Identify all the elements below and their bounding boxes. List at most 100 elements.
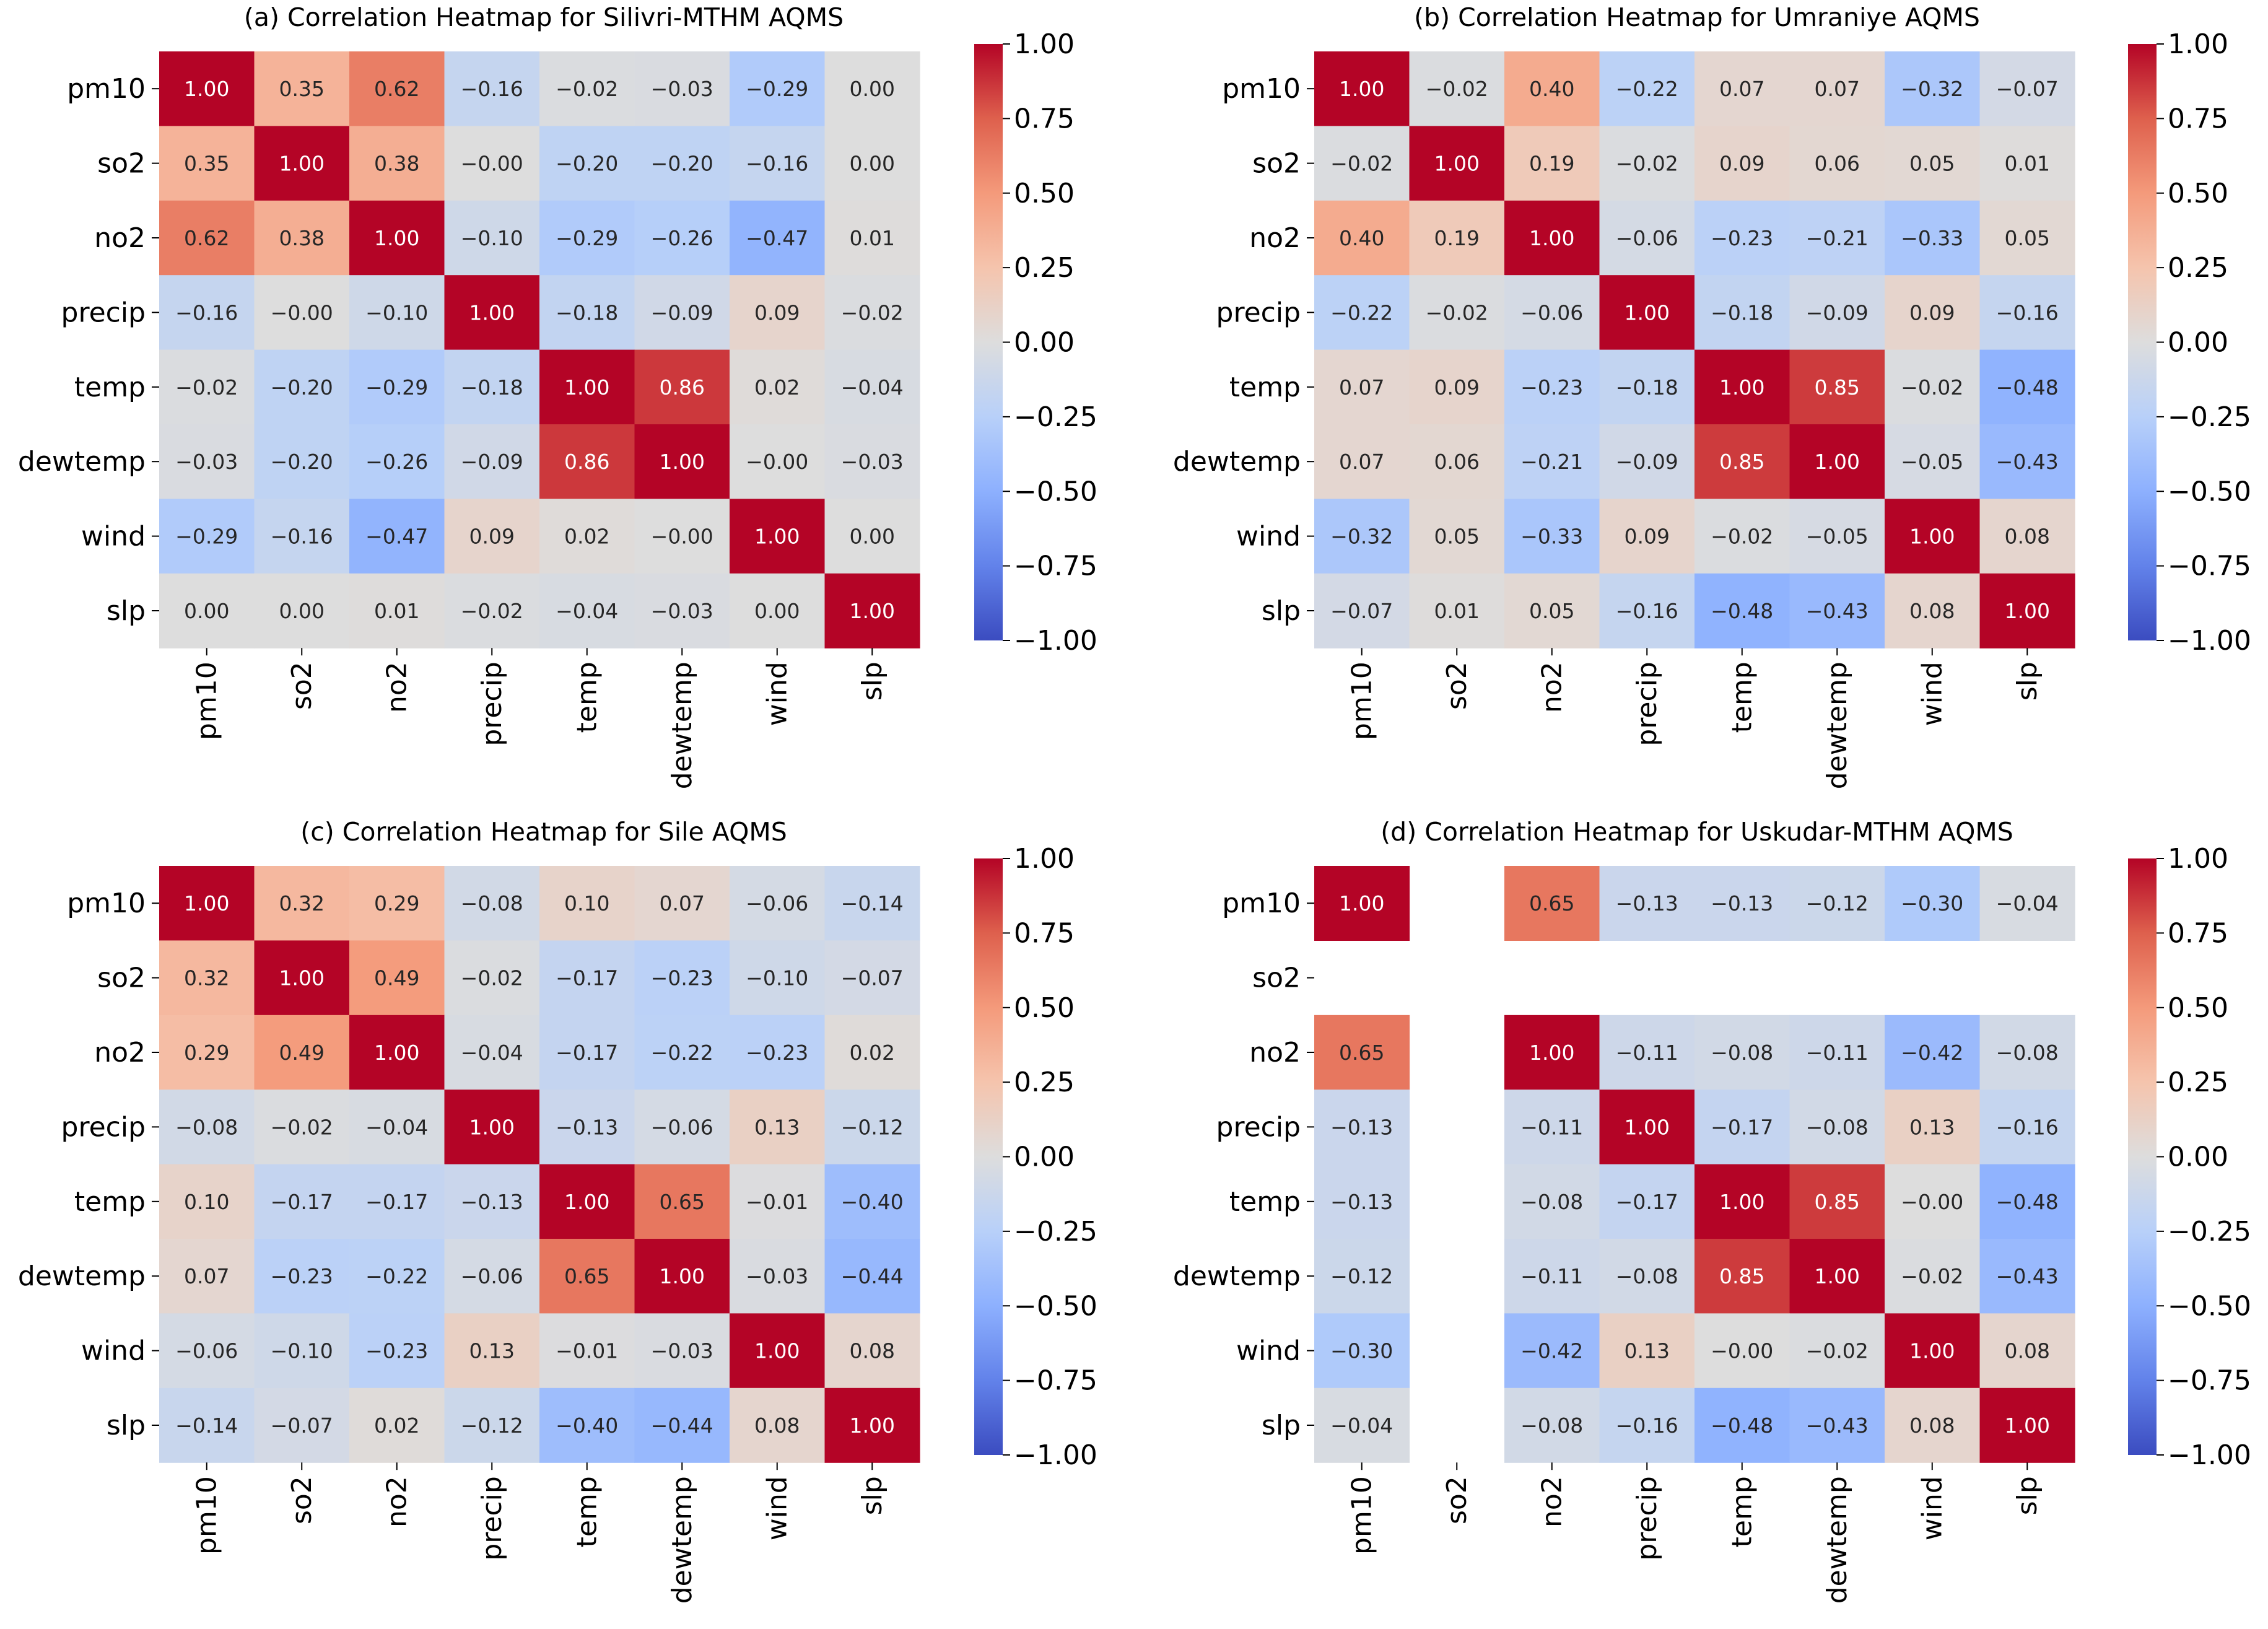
cell-value-label: 1.00 bbox=[1815, 1264, 1860, 1288]
cell-value-label: −0.00 bbox=[1711, 1339, 1773, 1363]
heatmap-cell bbox=[254, 1090, 350, 1165]
heatmap-cell bbox=[254, 866, 350, 941]
cell-value-label: −0.29 bbox=[365, 375, 428, 400]
cell-value-label: 1.00 bbox=[754, 525, 800, 549]
x-tick-label: precip bbox=[1631, 1476, 1663, 1560]
cell-value-label: 1.00 bbox=[660, 450, 705, 474]
heatmap-cell bbox=[1314, 1090, 1410, 1165]
heatmap-cell bbox=[634, 349, 730, 425]
heatmap-cell bbox=[1789, 200, 1885, 276]
heatmap-cell bbox=[1885, 1239, 1981, 1314]
cell-value-label: −0.05 bbox=[1901, 450, 1963, 474]
heatmap-cell bbox=[1789, 275, 1885, 351]
cell-value-label: −0.05 bbox=[1806, 525, 1869, 549]
heatmap-cell bbox=[824, 1387, 920, 1463]
heatmap-cell bbox=[444, 424, 540, 499]
colorbar-tick-label: −0.50 bbox=[2168, 1290, 2251, 1322]
heatmap-cell bbox=[1314, 866, 1410, 941]
heatmap-cell bbox=[824, 349, 920, 425]
heatmap-cell bbox=[444, 499, 540, 574]
y-tick-label: pm10 bbox=[67, 888, 146, 919]
heatmap-cell bbox=[159, 200, 255, 276]
cell-value-label: 1.00 bbox=[1434, 152, 1480, 176]
heatmap-cell bbox=[444, 200, 540, 276]
cell-value-label: −0.17 bbox=[1711, 1115, 1773, 1139]
colorbar-tick-label: −0.25 bbox=[1014, 401, 1097, 433]
cell-value-label: 1.00 bbox=[1719, 1190, 1764, 1214]
heatmap-cell bbox=[1599, 1164, 1695, 1239]
cell-value-label: −0.00 bbox=[651, 525, 713, 549]
cell-value-label: 0.06 bbox=[1434, 450, 1480, 474]
heatmap-cell bbox=[1504, 499, 1600, 574]
heatmap-cell bbox=[349, 275, 445, 351]
chart-title: (c) Correlation Heatmap for Sile AQMS bbox=[300, 817, 787, 847]
heatmap-panel-2: (b) Correlation Heatmap for Umraniye AQM… bbox=[1173, 2, 2251, 789]
cell-value-label: 0.02 bbox=[374, 1413, 419, 1438]
cell-value-label: −0.02 bbox=[1806, 1339, 1869, 1363]
cell-value-label: −0.02 bbox=[556, 77, 618, 101]
heatmap-cell bbox=[349, 940, 445, 1016]
heatmap-cell bbox=[1694, 126, 1790, 201]
cell-value-label: −0.04 bbox=[841, 375, 904, 400]
heatmap-cell bbox=[1885, 424, 1981, 499]
cell-value-label: 0.05 bbox=[1529, 599, 1574, 623]
x-tick-label: wind bbox=[762, 662, 793, 726]
cell-value-label: −0.02 bbox=[1426, 77, 1488, 101]
cell-value-label: −0.23 bbox=[1520, 375, 1583, 400]
heatmap-cell bbox=[1409, 349, 1505, 425]
colorbar-tick-label: −0.25 bbox=[1014, 1216, 1097, 1247]
cell-value-label: 1.00 bbox=[564, 1190, 609, 1214]
cell-value-label: 0.01 bbox=[2005, 152, 2050, 176]
x-tick-label: no2 bbox=[1537, 1476, 1568, 1527]
cell-value-label: 0.35 bbox=[279, 77, 325, 101]
heatmap-cell bbox=[539, 1239, 635, 1314]
heatmap-cell bbox=[1789, 349, 1885, 425]
heatmap-cell bbox=[349, 1015, 445, 1090]
cell-value-label: −0.30 bbox=[1330, 1339, 1393, 1363]
colorbar-tick-label: −1.00 bbox=[1014, 1439, 1097, 1471]
cell-value-label: 0.38 bbox=[374, 152, 419, 176]
cell-value-label: −0.04 bbox=[1996, 891, 2059, 915]
cell-value-label: 1.00 bbox=[469, 300, 515, 325]
cell-value-label: −0.13 bbox=[1330, 1115, 1393, 1139]
heatmap-cell bbox=[730, 573, 826, 649]
heatmap-cell bbox=[1504, 200, 1600, 276]
cell-value-label: 0.01 bbox=[374, 599, 419, 623]
cell-value-label: −0.02 bbox=[1711, 525, 1773, 549]
cell-value-label: 0.13 bbox=[754, 1115, 800, 1139]
heatmap-cell bbox=[730, 1313, 826, 1389]
cell-value-label: 1.00 bbox=[850, 599, 895, 623]
cell-value-label: −0.16 bbox=[1616, 1413, 1678, 1438]
cell-value-label: −0.16 bbox=[461, 77, 523, 101]
heatmap-cell bbox=[1694, 1239, 1790, 1314]
x-tick-label: pm10 bbox=[191, 1476, 223, 1555]
heatmap-cell bbox=[1694, 275, 1790, 351]
y-tick-label: wind bbox=[1236, 521, 1301, 552]
heatmap-cell bbox=[1599, 573, 1695, 649]
heatmap-cell bbox=[444, 940, 540, 1016]
cell-value-label: −0.10 bbox=[461, 226, 523, 250]
cell-value-label: −0.02 bbox=[461, 599, 523, 623]
heatmap-cell bbox=[824, 424, 920, 499]
heatmap-cell bbox=[1314, 1015, 1410, 1090]
y-tick-label: so2 bbox=[97, 148, 146, 180]
cell-value-label: −0.08 bbox=[1711, 1041, 1773, 1065]
heatmap-cell bbox=[824, 275, 920, 351]
heatmap-cell bbox=[1789, 1090, 1885, 1165]
heatmap-cell bbox=[824, 1164, 920, 1239]
colorbar-tick-label: −0.75 bbox=[2168, 1365, 2251, 1397]
y-tick-label: slp bbox=[1262, 595, 1301, 627]
heatmap-cell bbox=[730, 1387, 826, 1463]
heatmap-cell bbox=[349, 424, 445, 499]
cell-value-label: −0.06 bbox=[175, 1339, 238, 1363]
cell-value-label: 1.00 bbox=[1909, 525, 1955, 549]
heatmap-cell bbox=[1409, 275, 1505, 351]
cell-value-label: 0.08 bbox=[1909, 1413, 1955, 1438]
cell-value-label: 0.09 bbox=[1625, 525, 1670, 549]
cell-value-label: 0.00 bbox=[850, 152, 895, 176]
colorbar-tick-label: 0.25 bbox=[1014, 1067, 1075, 1098]
y-tick-label: temp bbox=[74, 372, 146, 403]
heatmap-cell bbox=[1885, 275, 1981, 351]
heatmap-cell bbox=[254, 1239, 350, 1314]
